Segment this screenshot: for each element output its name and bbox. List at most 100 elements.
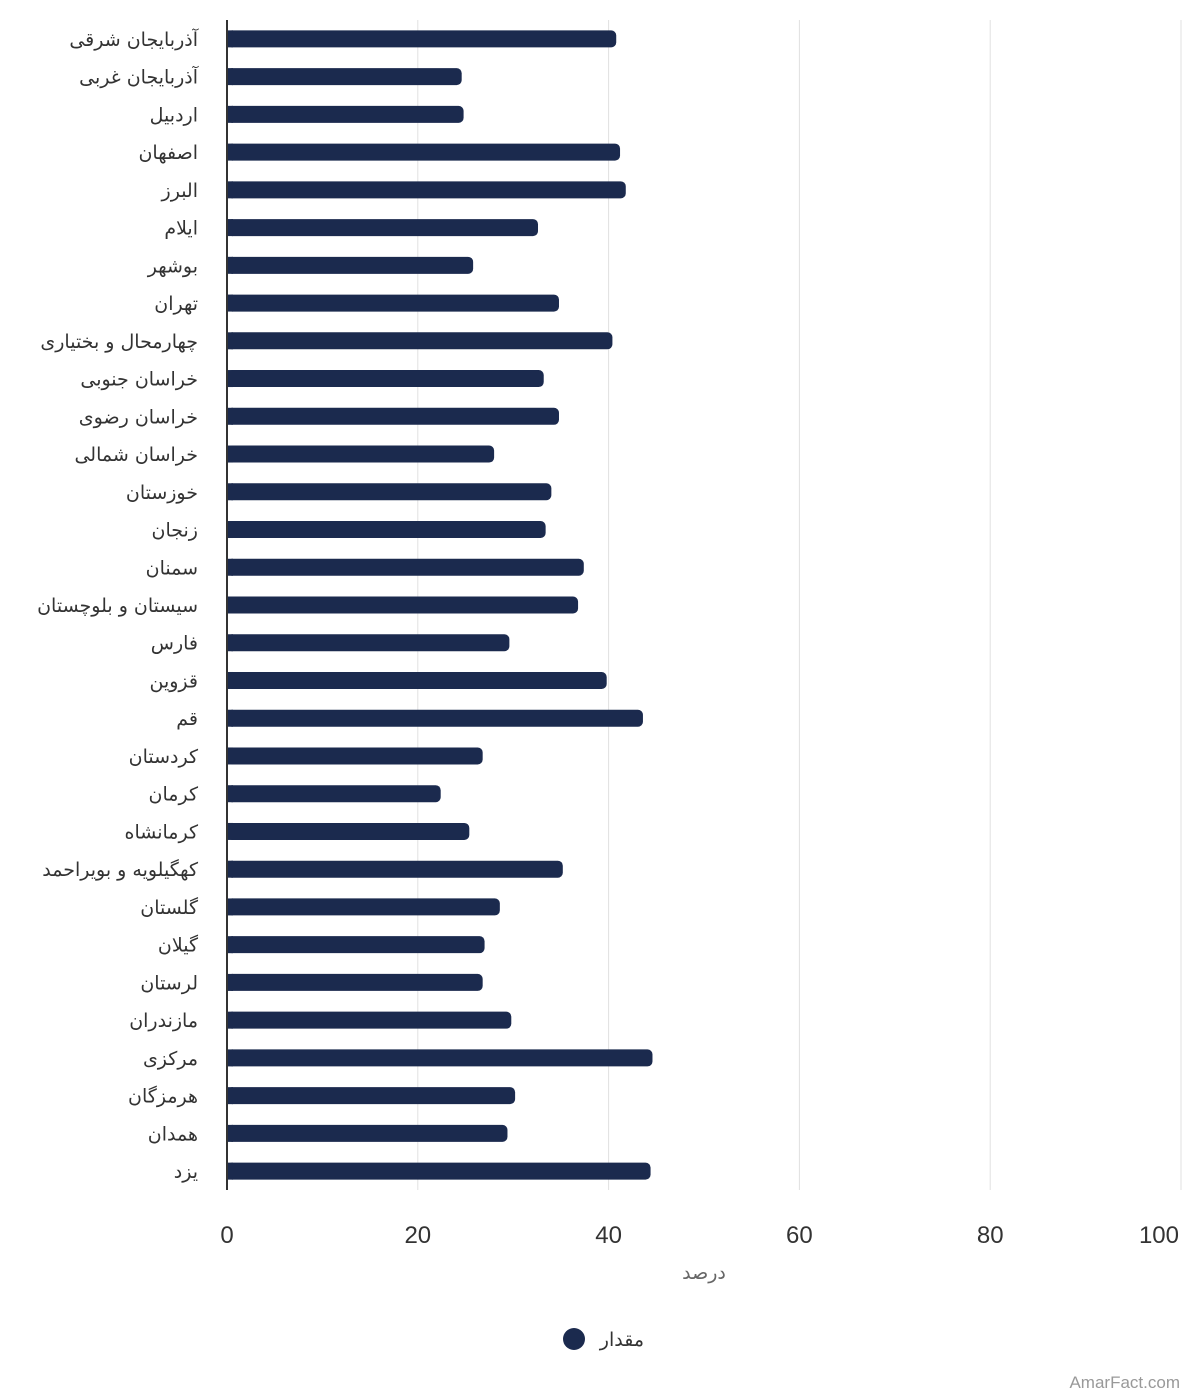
x-tick-label: 100 (1139, 1222, 1179, 1249)
bar-edge (227, 973, 233, 991)
category-label: آذربایجان غربی (79, 65, 199, 89)
bar[interactable] (227, 294, 559, 312)
bar-edge (227, 709, 233, 727)
category-label: بوشهر (147, 255, 198, 277)
bar[interactable] (227, 785, 441, 803)
category-label: کردستان (129, 746, 199, 768)
bar[interactable] (227, 1162, 651, 1180)
bar[interactable] (227, 558, 584, 576)
bar-edge (227, 143, 233, 161)
category-label: یزد (174, 1161, 198, 1183)
bar-edge (227, 370, 233, 388)
bar[interactable] (227, 445, 495, 463)
category-label: زنجان (152, 520, 198, 542)
bar[interactable] (227, 1124, 508, 1142)
category-label: سمنان (146, 557, 198, 579)
bar[interactable] (227, 1087, 516, 1105)
bar[interactable] (227, 1049, 653, 1067)
category-label: اصفهان (138, 142, 198, 164)
bar-edge (227, 785, 233, 803)
category-label: کرمان (149, 784, 199, 806)
bar[interactable] (227, 936, 485, 954)
bar[interactable] (227, 105, 464, 123)
bar-edge (227, 634, 233, 652)
credit-link[interactable]: AmarFact.com (1069, 1373, 1180, 1392)
x-tick-label: 80 (977, 1222, 1004, 1249)
bar-edge (227, 256, 233, 274)
category-label: چهارمحال و بختیاری (40, 331, 198, 353)
x-tick-label: 60 (786, 1222, 813, 1249)
x-tick-labels: 0 20 40 60 80 100 (220, 1222, 1179, 1249)
category-label: خراسان رضوی (79, 406, 198, 428)
bar[interactable] (227, 521, 546, 539)
category-label: البرز (161, 180, 198, 202)
bar-edge (227, 68, 233, 86)
bar-edge (227, 1162, 233, 1180)
category-label: خوزستان (126, 482, 198, 504)
bar-edge (227, 747, 233, 765)
bar-edge (227, 860, 233, 878)
legend-marker[interactable] (563, 1328, 585, 1350)
bar-edge (227, 1087, 233, 1105)
bar[interactable] (227, 596, 579, 614)
bar-edge (227, 30, 233, 48)
bar-edge (227, 105, 233, 123)
bar[interactable] (227, 898, 500, 916)
bar-edge (227, 671, 233, 689)
bar[interactable] (227, 1011, 512, 1029)
bar[interactable] (227, 709, 643, 727)
category-label: قم (176, 708, 198, 730)
bar[interactable] (227, 256, 474, 274)
bar[interactable] (227, 181, 626, 199)
bar-edge (227, 181, 233, 199)
bar-edge (227, 596, 233, 614)
bar[interactable] (227, 370, 544, 388)
bar[interactable] (227, 671, 607, 689)
legend-label[interactable]: مقدار (599, 1329, 644, 1351)
bars (227, 30, 653, 1180)
category-label: آذربایجان شرقی (69, 27, 198, 51)
bar-edge (227, 936, 233, 954)
bar[interactable] (227, 634, 510, 652)
x-axis-title: درصد (682, 1262, 726, 1284)
bar-edge (227, 219, 233, 237)
category-label: فارس (151, 633, 198, 655)
x-tick-label: 20 (404, 1222, 431, 1249)
bar-edge (227, 558, 233, 576)
bar[interactable] (227, 407, 559, 425)
bar-edge (227, 332, 233, 350)
category-label: کرمانشاه (125, 821, 199, 843)
bar-edge (227, 294, 233, 312)
bar-edge (227, 822, 233, 840)
bar-edge (227, 407, 233, 425)
bar[interactable] (227, 860, 563, 878)
bar-edge (227, 1011, 233, 1029)
bar[interactable] (227, 68, 462, 86)
category-label: قزوین (150, 670, 199, 692)
legend[interactable]: مقدار (563, 1328, 644, 1351)
bar[interactable] (227, 143, 621, 161)
bar[interactable] (227, 483, 552, 501)
bar[interactable] (227, 219, 539, 237)
bar-edge (227, 1124, 233, 1142)
category-labels: آذربایجان شرقی آذربایجان غربی اردبیل اصفهان… (37, 27, 199, 1183)
category-label: اردبیل (150, 104, 198, 126)
x-tick-label: 0 (220, 1222, 233, 1249)
bar[interactable] (227, 30, 617, 48)
bar[interactable] (227, 822, 470, 840)
category-label: تهران (154, 293, 198, 315)
category-label: خراسان شمالی (74, 444, 198, 466)
category-label: مرکزی (143, 1048, 198, 1070)
bar[interactable] (227, 973, 483, 991)
bar-edge (227, 898, 233, 916)
category-label: گیلان (158, 934, 199, 957)
category-label: خراسان جنوبی (80, 369, 198, 391)
bar-edge (227, 521, 233, 539)
bar[interactable] (227, 332, 613, 350)
category-label: لرستان (140, 972, 198, 994)
category-label: ایلام (164, 218, 198, 240)
category-label: هرمزگان (128, 1085, 198, 1108)
bar[interactable] (227, 747, 483, 765)
category-label: گلستان (140, 896, 199, 919)
